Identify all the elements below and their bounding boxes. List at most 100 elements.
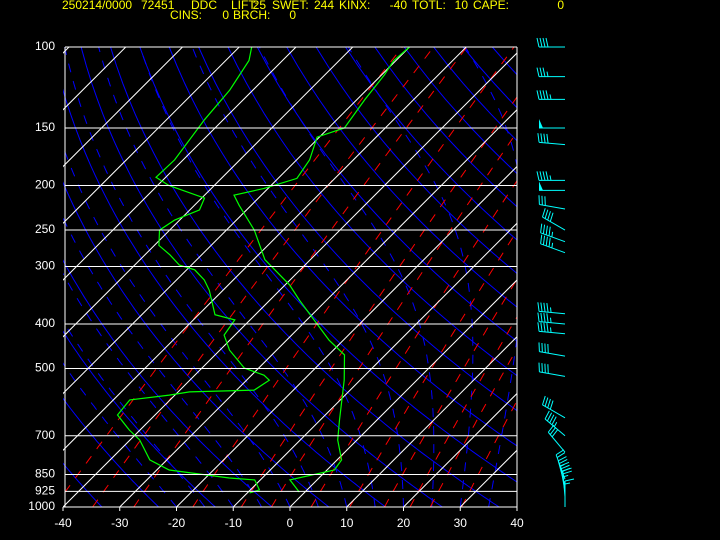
barb-flag xyxy=(546,133,549,144)
barb-flag xyxy=(540,133,543,143)
index-label: LIFT: xyxy=(231,0,258,12)
barb-staff xyxy=(544,418,566,437)
y-tick-label: 200 xyxy=(35,178,55,192)
barb-half xyxy=(549,317,552,323)
index-label: TOTL: xyxy=(412,0,446,12)
index-label: BRCH: xyxy=(233,8,270,22)
isotherm xyxy=(63,52,517,507)
wind-barb xyxy=(542,208,566,231)
barb-staff xyxy=(539,321,566,325)
barb-flag xyxy=(548,226,551,236)
barb-half xyxy=(549,307,552,313)
barb-flag xyxy=(546,412,553,422)
wind-barb xyxy=(537,302,566,315)
barb-flag xyxy=(540,312,543,323)
barb-flag xyxy=(547,211,551,221)
wind-barb xyxy=(540,234,566,254)
wind-barb xyxy=(544,410,566,437)
station-number: 72451 xyxy=(141,0,175,12)
isotherm xyxy=(63,47,240,224)
barb-flag xyxy=(564,478,575,482)
wind-barb xyxy=(538,342,566,357)
y-tick-label: 250 xyxy=(35,222,55,236)
barb-flag xyxy=(545,225,548,235)
barb-flag xyxy=(537,133,540,143)
barb-half xyxy=(563,474,569,478)
barb-flag xyxy=(544,209,549,219)
barb-flag xyxy=(542,235,546,245)
barb-flag xyxy=(560,461,570,467)
barb-flag xyxy=(549,426,557,435)
y-tick-label: 300 xyxy=(35,259,55,273)
barb-flag xyxy=(546,323,549,333)
barb-staff xyxy=(539,351,566,357)
barb-flag xyxy=(546,303,549,313)
barb-half xyxy=(549,175,552,181)
wind-barb xyxy=(536,171,565,181)
index-label: CINS: xyxy=(170,8,202,22)
isotherm xyxy=(63,47,410,395)
wind-barb xyxy=(542,395,566,419)
barb-flag xyxy=(545,236,548,246)
wind-barb xyxy=(537,312,566,325)
barb-staff xyxy=(539,330,566,335)
x-tick-label: 10 xyxy=(340,516,354,530)
barb-flag xyxy=(539,37,543,48)
wind-barb xyxy=(536,37,565,48)
wind-barb xyxy=(537,133,566,146)
wind-barb xyxy=(536,90,565,100)
barb-half xyxy=(549,94,552,100)
index-label: SWET: xyxy=(272,0,309,12)
barb-flag xyxy=(542,37,546,48)
barb-staff xyxy=(539,141,566,146)
barb-staff xyxy=(539,203,566,210)
barb-flag xyxy=(543,312,546,323)
barb-flag xyxy=(562,467,572,472)
x-tick-label: -20 xyxy=(168,516,186,530)
barb-flag xyxy=(547,398,551,408)
barb-flag xyxy=(543,133,546,143)
isotherm xyxy=(119,109,517,507)
barb-flag xyxy=(547,424,555,433)
x-tick-label: 30 xyxy=(454,516,468,530)
barb-flag xyxy=(562,470,572,475)
index-value: 10 xyxy=(455,0,469,12)
x-tick-label: -40 xyxy=(54,516,72,530)
index-value: 0 xyxy=(557,0,564,12)
y-tick-label: 925 xyxy=(35,484,55,498)
barb-flag xyxy=(536,67,540,77)
barb-flag xyxy=(543,322,546,333)
index-value: 25 xyxy=(253,0,267,12)
y-tick-label: 1000 xyxy=(28,499,55,513)
barb-flag xyxy=(544,410,550,420)
y-tick-label: 100 xyxy=(35,39,55,53)
barb-flag xyxy=(536,37,540,48)
barb-flag xyxy=(540,322,543,332)
barb-flag xyxy=(542,208,546,218)
isotherm xyxy=(289,279,517,507)
barb-flag xyxy=(551,429,559,438)
x-tick-label: 0 xyxy=(287,516,294,530)
y-tick-label: 850 xyxy=(35,467,55,481)
barb-flag xyxy=(540,223,543,233)
index-value: -40 xyxy=(390,0,408,12)
isotherm xyxy=(176,165,517,507)
barb-flag xyxy=(539,90,543,100)
wind-barb xyxy=(547,424,566,453)
wind-barb xyxy=(540,223,566,243)
wind-barb xyxy=(538,195,566,210)
barb-flag xyxy=(558,456,567,462)
barb-flag xyxy=(542,395,546,405)
y-tick-label: 700 xyxy=(35,428,55,442)
barb-flag xyxy=(537,302,540,312)
barb-staff xyxy=(540,243,566,254)
barb-flag xyxy=(542,224,546,234)
barb-flag xyxy=(556,452,566,458)
index-value: 0 xyxy=(289,8,296,22)
barb-staff xyxy=(542,216,566,231)
barb-half xyxy=(551,231,554,237)
barb-flag xyxy=(545,37,549,48)
index-value: 244 xyxy=(314,0,334,12)
